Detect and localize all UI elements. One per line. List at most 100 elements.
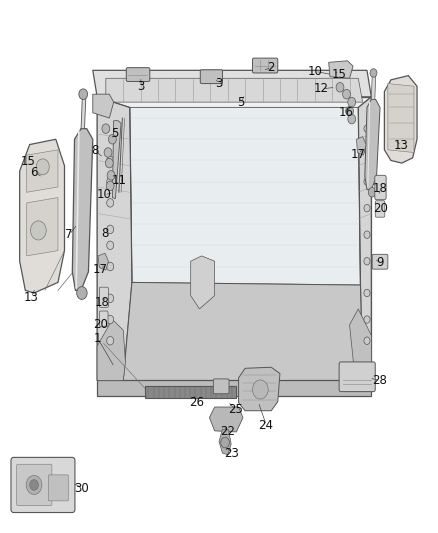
Circle shape: [107, 171, 115, 180]
Text: 18: 18: [95, 296, 110, 309]
FancyBboxPatch shape: [375, 175, 386, 200]
Polygon shape: [81, 97, 86, 128]
FancyBboxPatch shape: [213, 379, 229, 394]
Polygon shape: [72, 128, 93, 290]
Polygon shape: [20, 139, 64, 293]
Polygon shape: [27, 150, 58, 192]
Text: 3: 3: [215, 77, 223, 90]
Circle shape: [107, 316, 114, 324]
Text: 10: 10: [96, 189, 111, 201]
Circle shape: [364, 316, 370, 323]
Text: 28: 28: [372, 374, 387, 387]
Polygon shape: [385, 76, 417, 163]
Circle shape: [109, 134, 116, 144]
Circle shape: [106, 158, 113, 168]
Circle shape: [102, 124, 110, 133]
Circle shape: [364, 231, 370, 238]
FancyBboxPatch shape: [339, 362, 375, 392]
Text: 12: 12: [314, 83, 329, 95]
Text: 22: 22: [220, 425, 235, 439]
Text: 18: 18: [373, 182, 388, 195]
Polygon shape: [113, 120, 121, 199]
FancyBboxPatch shape: [375, 201, 385, 217]
Text: 20: 20: [93, 318, 108, 332]
Circle shape: [253, 380, 268, 399]
Text: 7: 7: [65, 228, 73, 241]
FancyBboxPatch shape: [48, 475, 68, 501]
Text: 16: 16: [339, 106, 353, 119]
Polygon shape: [97, 381, 371, 397]
Text: 23: 23: [225, 447, 240, 459]
Text: 8: 8: [91, 144, 99, 157]
Polygon shape: [106, 78, 363, 102]
Text: 6: 6: [30, 166, 38, 179]
Circle shape: [107, 177, 114, 186]
Text: 11: 11: [111, 174, 127, 187]
Text: 9: 9: [376, 256, 384, 269]
Circle shape: [364, 257, 370, 265]
Circle shape: [364, 178, 370, 185]
Polygon shape: [209, 407, 243, 432]
Polygon shape: [219, 429, 231, 455]
Text: 13: 13: [393, 139, 408, 152]
Polygon shape: [98, 253, 109, 270]
Text: 15: 15: [331, 68, 346, 81]
Circle shape: [107, 294, 114, 303]
Circle shape: [364, 125, 370, 132]
Text: 8: 8: [101, 227, 109, 240]
FancyBboxPatch shape: [145, 386, 237, 398]
FancyBboxPatch shape: [200, 70, 223, 84]
Text: 17: 17: [351, 148, 366, 160]
Circle shape: [348, 98, 356, 107]
Circle shape: [77, 287, 87, 300]
Polygon shape: [239, 367, 280, 411]
Polygon shape: [27, 198, 58, 256]
Polygon shape: [328, 61, 353, 78]
Text: 17: 17: [93, 263, 108, 276]
FancyBboxPatch shape: [99, 311, 108, 326]
Circle shape: [107, 199, 114, 207]
Circle shape: [104, 148, 112, 157]
Text: 5: 5: [111, 127, 118, 140]
FancyBboxPatch shape: [372, 254, 388, 269]
Circle shape: [30, 480, 39, 490]
Circle shape: [107, 262, 114, 271]
FancyBboxPatch shape: [126, 68, 150, 82]
Circle shape: [107, 225, 114, 233]
Circle shape: [79, 89, 88, 100]
Polygon shape: [358, 97, 371, 381]
Circle shape: [364, 146, 370, 154]
FancyBboxPatch shape: [253, 58, 278, 73]
Polygon shape: [371, 76, 376, 100]
FancyBboxPatch shape: [17, 464, 52, 506]
Text: 25: 25: [228, 403, 243, 416]
Text: 10: 10: [307, 65, 322, 78]
Polygon shape: [93, 70, 371, 97]
Circle shape: [343, 90, 350, 99]
Text: 20: 20: [374, 201, 389, 215]
Polygon shape: [130, 108, 360, 285]
Polygon shape: [357, 136, 366, 155]
Polygon shape: [365, 100, 380, 190]
Polygon shape: [191, 256, 215, 309]
Polygon shape: [97, 319, 125, 381]
Circle shape: [364, 289, 370, 297]
Circle shape: [107, 156, 114, 165]
Circle shape: [370, 69, 377, 77]
Circle shape: [364, 337, 370, 344]
Text: 24: 24: [258, 419, 273, 432]
Circle shape: [106, 181, 114, 191]
Circle shape: [348, 114, 356, 124]
Circle shape: [107, 336, 114, 345]
Text: 30: 30: [74, 482, 89, 495]
Circle shape: [221, 437, 230, 448]
FancyBboxPatch shape: [11, 457, 75, 513]
Text: 13: 13: [24, 291, 39, 304]
Polygon shape: [350, 309, 371, 381]
Circle shape: [36, 159, 49, 175]
Polygon shape: [123, 282, 363, 381]
FancyBboxPatch shape: [99, 287, 109, 308]
Text: 26: 26: [189, 396, 204, 409]
Text: 15: 15: [21, 155, 36, 168]
Circle shape: [364, 205, 370, 212]
